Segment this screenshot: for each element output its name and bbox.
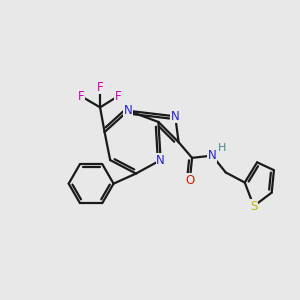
Text: F: F xyxy=(115,90,121,103)
Text: H: H xyxy=(218,143,226,153)
Text: O: O xyxy=(185,174,194,187)
Text: N: N xyxy=(156,154,165,166)
Text: S: S xyxy=(250,200,257,213)
Text: F: F xyxy=(97,81,104,94)
Text: F: F xyxy=(78,90,84,103)
Text: N: N xyxy=(208,149,217,162)
Text: N: N xyxy=(171,110,180,123)
Text: N: N xyxy=(124,104,133,117)
